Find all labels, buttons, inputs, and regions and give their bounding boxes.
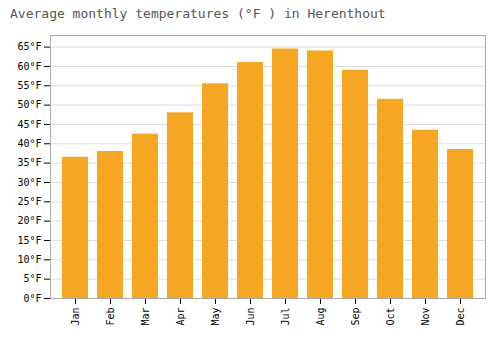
svg-text:Mar: Mar [140, 308, 151, 326]
svg-text:10°F: 10°F [17, 254, 41, 265]
svg-text:60°F: 60°F [17, 61, 41, 72]
svg-text:65°F: 65°F [17, 41, 41, 52]
svg-text:20°F: 20°F [17, 215, 41, 226]
svg-text:Dec: Dec [455, 308, 466, 326]
svg-text:25°F: 25°F [17, 196, 41, 207]
svg-text:50°F: 50°F [17, 99, 41, 110]
svg-text:0°F: 0°F [23, 293, 41, 304]
svg-text:Jul: Jul [280, 308, 291, 326]
svg-text:Jun: Jun [245, 308, 256, 326]
svg-text:55°F: 55°F [17, 80, 41, 91]
svg-text:May: May [210, 308, 221, 326]
svg-text:Nov: Nov [420, 308, 431, 326]
svg-text:Jan: Jan [70, 308, 81, 326]
svg-text:5°F: 5°F [23, 273, 41, 284]
svg-text:Apr: Apr [175, 308, 186, 326]
svg-text:40°F: 40°F [17, 138, 41, 149]
html-text:Average monthly temperatures (: Average monthly temperatures (°F ) in He… [10, 6, 386, 21]
svg-text:Aug: Aug [315, 308, 326, 326]
svg-text:Feb: Feb [105, 308, 116, 326]
svg-text:Oct: Oct [385, 308, 396, 326]
svg-text:Sep: Sep [350, 308, 361, 326]
svg-text:30°F: 30°F [17, 177, 41, 188]
svg-text:15°F: 15°F [17, 235, 41, 246]
svg-text:45°F: 45°F [17, 119, 41, 130]
svg-text:35°F: 35°F [17, 157, 41, 168]
